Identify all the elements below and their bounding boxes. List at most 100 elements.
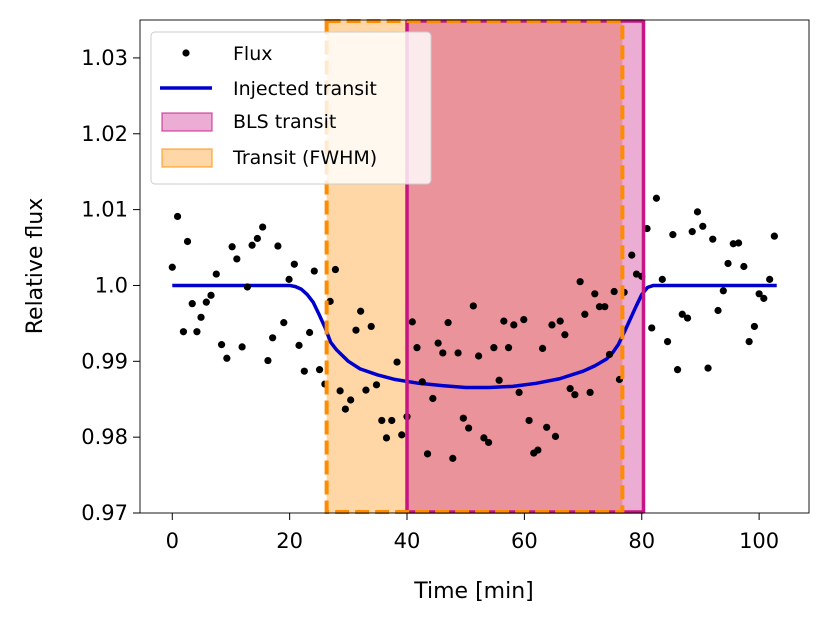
flux-point (429, 394, 437, 403)
flux-point (315, 366, 324, 374)
legend-flux-marker (182, 49, 190, 57)
flux-point (534, 446, 542, 454)
flux-point (586, 388, 594, 396)
legend-fwhm-label: Transit (FWHM) (232, 147, 377, 169)
flux-point (444, 319, 452, 327)
flux-point (367, 322, 375, 331)
flux-point (571, 391, 579, 399)
flux-point (576, 278, 584, 286)
flux-point (290, 260, 298, 268)
flux-point (745, 337, 753, 346)
flux-point (678, 310, 686, 318)
x-axis-ticks: 0 20 40 60 80 100 (166, 513, 779, 553)
flux-point (729, 240, 737, 248)
flux-point (709, 235, 717, 243)
plot-frame (139, 19, 810, 514)
flux-point (418, 378, 426, 386)
flux-point (193, 328, 201, 336)
flux-point (183, 237, 192, 246)
legend-fwhm-swatch (161, 148, 213, 168)
flux-point (595, 303, 604, 311)
flux-points (168, 194, 778, 462)
flux-point (740, 262, 748, 271)
flux-point (543, 423, 551, 431)
flux-point (658, 275, 666, 283)
flux-point (306, 328, 314, 337)
y-tick-label: 1.03 (81, 46, 128, 70)
injected-transit-model (172, 283, 777, 390)
flux-point (610, 287, 618, 296)
flux-point (538, 344, 547, 353)
flux-point (734, 239, 743, 247)
y-axis-ticks: 0.97 0.98 0.99 1.0 1.01 1.02 1.03 (81, 46, 140, 525)
flux-point (264, 356, 272, 365)
flux-point (454, 349, 462, 357)
legend: Flux Injected transit BLS transit Transi… (150, 31, 432, 185)
flux-point (591, 290, 599, 298)
y-tick-label: 0.97 (81, 501, 128, 525)
flux-point (719, 287, 727, 295)
flux-point (243, 283, 251, 291)
flux-point (212, 270, 220, 278)
flux-point (362, 386, 370, 394)
flux-point (295, 341, 303, 349)
y-tick-label: 1.02 (81, 122, 128, 146)
flux-point (434, 339, 442, 347)
x-tick-label: 0 (166, 529, 179, 553)
flux-point (223, 354, 231, 362)
flux-point (347, 396, 355, 404)
flux-point (704, 364, 712, 372)
flux-point (628, 251, 636, 259)
flux-point (188, 300, 196, 308)
flux-point (310, 267, 318, 275)
flux-point (663, 337, 672, 346)
flux-point (269, 334, 277, 342)
y-tick-label: 1.0 (95, 273, 128, 297)
flux-point (253, 234, 261, 243)
legend-flux-label: Flux (233, 43, 273, 65)
flux-point (755, 290, 763, 298)
x-tick-label: 40 (394, 529, 421, 553)
legend-bls-swatch (161, 112, 213, 132)
flux-point (724, 259, 732, 268)
flux-point (179, 328, 188, 336)
flux-point (469, 302, 477, 310)
flux-point (683, 314, 692, 322)
flux-point (423, 450, 432, 458)
flux-point (484, 438, 493, 447)
flux-point (280, 319, 288, 327)
flux-point (285, 275, 293, 283)
flux-point (173, 212, 182, 221)
flux-point (699, 222, 707, 230)
flux-point (515, 388, 523, 396)
x-axis-label: Time [min] (413, 579, 534, 604)
flux-point (669, 231, 677, 239)
flux-point (393, 358, 401, 366)
fwhm-outline (324, 19, 625, 514)
flux-point (233, 255, 241, 263)
flux-point (520, 315, 528, 324)
flux-point (561, 331, 569, 339)
flux-point (480, 434, 488, 442)
flux-point (388, 416, 396, 425)
flux-point (459, 414, 467, 422)
flux-point (357, 307, 365, 315)
flux-point (525, 416, 533, 425)
flux-point (648, 324, 656, 332)
flux-point (336, 387, 344, 395)
flux-point (770, 232, 778, 240)
flux-point (202, 298, 210, 306)
flux-point (300, 367, 308, 375)
y-tick-label: 1.01 (81, 198, 128, 222)
flux-point (688, 228, 696, 236)
flux-point (566, 385, 574, 393)
y-tick-label: 0.98 (81, 425, 128, 449)
flux-point (495, 376, 503, 384)
flux-point (217, 341, 226, 349)
flux-point (274, 242, 282, 250)
flux-point (760, 294, 768, 302)
flux-point (490, 344, 498, 352)
transit-regions (326, 20, 644, 513)
bls-region (407, 20, 644, 513)
flux-point (238, 343, 246, 351)
